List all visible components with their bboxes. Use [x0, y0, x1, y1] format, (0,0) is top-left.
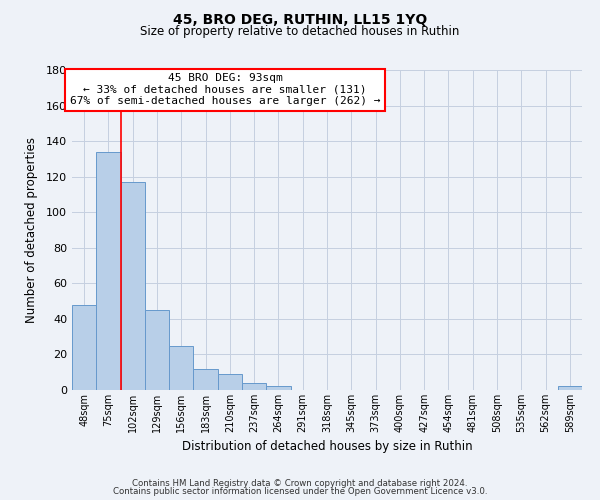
Bar [242, 383, 266, 390]
Bar [72, 304, 96, 390]
Bar [193, 368, 218, 390]
Bar [266, 386, 290, 390]
Text: Contains public sector information licensed under the Open Government Licence v3: Contains public sector information licen… [113, 487, 487, 496]
Text: Size of property relative to detached houses in Ruthin: Size of property relative to detached ho… [140, 25, 460, 38]
Text: 45 BRO DEG: 93sqm
← 33% of detached houses are smaller (131)
67% of semi-detache: 45 BRO DEG: 93sqm ← 33% of detached hous… [70, 73, 380, 106]
Text: 45, BRO DEG, RUTHIN, LL15 1YQ: 45, BRO DEG, RUTHIN, LL15 1YQ [173, 12, 427, 26]
X-axis label: Distribution of detached houses by size in Ruthin: Distribution of detached houses by size … [182, 440, 472, 454]
Bar [121, 182, 145, 390]
Bar [218, 374, 242, 390]
Bar [558, 386, 582, 390]
Bar [96, 152, 121, 390]
Y-axis label: Number of detached properties: Number of detached properties [25, 137, 38, 323]
Bar [145, 310, 169, 390]
Text: Contains HM Land Registry data © Crown copyright and database right 2024.: Contains HM Land Registry data © Crown c… [132, 478, 468, 488]
Bar [169, 346, 193, 390]
